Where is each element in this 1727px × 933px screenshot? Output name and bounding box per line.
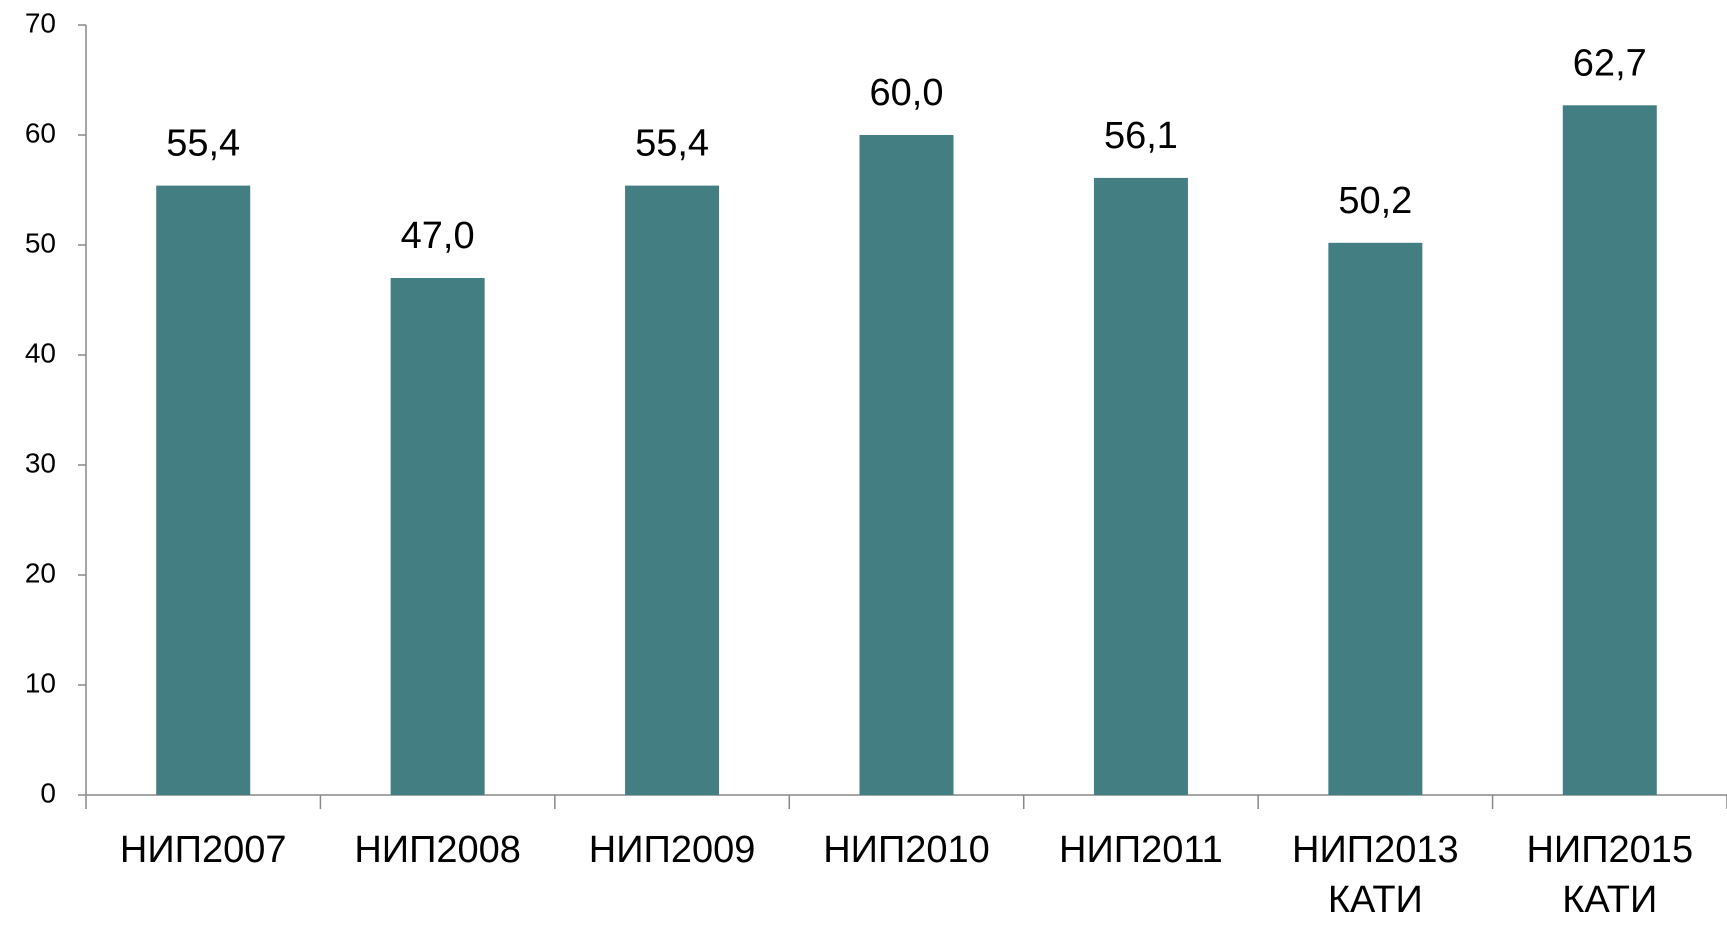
x-tick-label: НИП2007 bbox=[119, 829, 287, 871]
bar bbox=[625, 185, 720, 796]
x-tick-label: НИП2008 bbox=[354, 829, 521, 871]
value-label: 56,1 bbox=[1104, 115, 1178, 157]
y-tick-label: 20 bbox=[25, 557, 56, 588]
value-label: 55,4 bbox=[166, 123, 240, 165]
x-tick-label: НИП2013 КАТИ bbox=[1292, 829, 1459, 921]
bar bbox=[156, 185, 251, 796]
bar bbox=[1562, 105, 1657, 796]
value-label: 60,0 bbox=[870, 72, 944, 114]
y-tick-label: 60 bbox=[25, 117, 56, 148]
value-label: 47,0 bbox=[401, 215, 475, 257]
y-tick-label: 70 bbox=[25, 7, 56, 38]
bar bbox=[1328, 242, 1423, 796]
x-tick-label: НИП2009 bbox=[588, 829, 756, 871]
bar bbox=[390, 278, 485, 795]
x-tick-label: НИП2010 bbox=[823, 829, 990, 871]
x-tick-label: НИП2015 КАТИ bbox=[1526, 829, 1694, 921]
y-tick-label: 10 bbox=[25, 667, 56, 698]
value-label: 50,2 bbox=[1338, 180, 1412, 222]
y-tick-label: 40 bbox=[25, 337, 56, 368]
value-label: 55,4 bbox=[635, 123, 709, 165]
y-tick-label: 50 bbox=[25, 227, 56, 258]
value-label: 62,7 bbox=[1573, 42, 1647, 84]
y-tick-label: 30 bbox=[25, 447, 56, 478]
bar bbox=[1093, 177, 1188, 795]
bar bbox=[859, 135, 954, 795]
y-tick-label: 0 bbox=[40, 777, 56, 808]
x-tick-label: НИП2011 bbox=[1059, 829, 1223, 871]
